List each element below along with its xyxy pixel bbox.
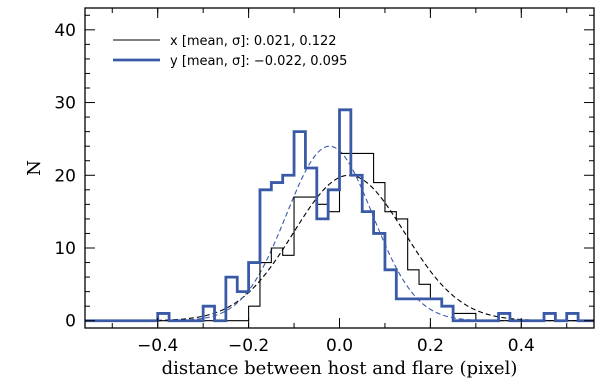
legend-label-x: x [mean, σ]: 0.021, 0.122 [170,34,337,49]
axes-layer: −0.4 −0.2 0.0 0.2 0.4 0 10 20 30 40 [54,7,595,356]
legend: x [mean, σ]: 0.021, 0.122 y [mean, σ]: −0… [113,34,347,69]
legend-label-y: y [mean, σ]: −0.022, 0.095 [170,54,347,69]
y-tick-label: 30 [54,94,76,114]
y-axis-label: N [24,160,45,176]
x-tick-label: −0.4 [137,336,178,356]
x-tick-label: −0.2 [228,336,269,356]
x-tick-label: 0.2 [417,336,444,356]
y-tick-label: 20 [54,166,76,186]
plot-layer [85,108,594,323]
x-axis-label: distance between host and flare (pixel) [162,358,518,379]
y-tick-label: 40 [54,21,76,41]
x-tick-label: 0.4 [508,336,535,356]
y-tick-label: 0 [65,312,76,332]
histogram-series-y [85,108,594,323]
y-tick-label: 10 [54,239,76,259]
x-tick-label: 0.0 [326,336,353,356]
